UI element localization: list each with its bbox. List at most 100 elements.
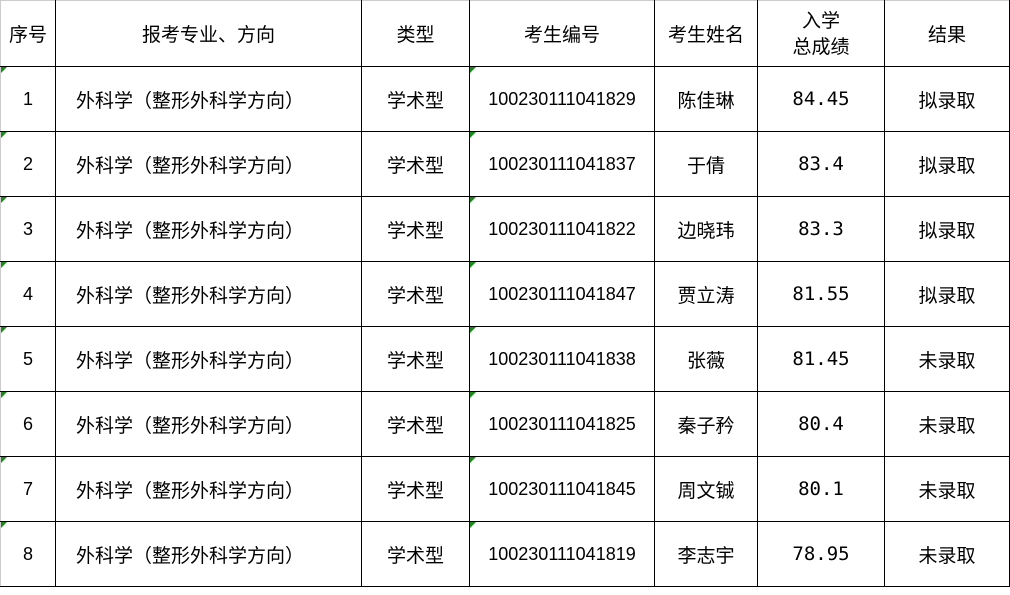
cell-index[interactable]: 4	[0, 261, 56, 327]
cell-result[interactable]: 未录取	[884, 456, 1010, 522]
cell-exam-id-text: 100230111041819	[488, 543, 636, 564]
number-as-text-marker-icon	[1, 522, 7, 528]
cell-exam-id-text: 100230111041829	[488, 88, 636, 109]
cell-name[interactable]: 秦子矜	[654, 391, 758, 457]
cell-major[interactable]: 外科学（整形外科学方向）	[55, 326, 362, 392]
cell-name-text: 贾立涛	[677, 284, 735, 307]
cell-score[interactable]: 80.4	[757, 391, 885, 457]
cell-result-text: 拟录取	[918, 219, 976, 242]
cell-score[interactable]: 80.1	[757, 456, 885, 522]
number-as-text-marker-icon	[470, 457, 476, 463]
cell-type[interactable]: 学术型	[361, 196, 470, 262]
cell-major-text: 外科学（整形外科学方向）	[76, 349, 305, 372]
cell-type[interactable]: 学术型	[361, 261, 470, 327]
table-row: 2 外科学（整形外科学方向） 学术型 100230111041837 于倩 83.4 拟录取	[0, 131, 1010, 197]
cell-type-text: 学术型	[386, 219, 444, 242]
cell-exam-id-text: 100230111041825	[488, 413, 636, 434]
cell-result[interactable]: 拟录取	[884, 261, 1010, 327]
cell-exam-id[interactable]: 100230111041829	[469, 66, 655, 132]
cell-name-text: 张薇	[686, 349, 725, 372]
cell-major[interactable]: 外科学（整形外科学方向）	[55, 391, 362, 457]
cell-name[interactable]: 周文铖	[654, 456, 758, 522]
header-index[interactable]: 序号	[0, 0, 56, 67]
cell-exam-id[interactable]: 100230111041845	[469, 456, 655, 522]
cell-exam-id[interactable]: 100230111041825	[469, 391, 655, 457]
cell-score-text: 78.95	[792, 543, 850, 565]
cell-result[interactable]: 拟录取	[884, 66, 1010, 132]
cell-score[interactable]: 81.55	[757, 261, 885, 327]
cell-type[interactable]: 学术型	[361, 131, 470, 197]
cell-result[interactable]: 拟录取	[884, 196, 1010, 262]
cell-name[interactable]: 李志宇	[654, 521, 758, 587]
cell-score[interactable]: 83.3	[757, 196, 885, 262]
cell-result-text: 拟录取	[918, 284, 976, 307]
cell-name-text: 秦子矜	[677, 414, 735, 437]
cell-index[interactable]: 2	[0, 131, 56, 197]
cell-result[interactable]: 未录取	[884, 391, 1010, 457]
number-as-text-marker-icon	[470, 197, 476, 203]
header-name[interactable]: 考生姓名	[654, 0, 758, 67]
cell-score[interactable]: 84.45	[757, 66, 885, 132]
cell-index-text: 6	[22, 413, 33, 434]
cell-result[interactable]: 未录取	[884, 521, 1010, 587]
cell-index[interactable]: 3	[0, 196, 56, 262]
cell-exam-id[interactable]: 100230111041847	[469, 261, 655, 327]
cell-name[interactable]: 陈佳琳	[654, 66, 758, 132]
cell-result-text: 未录取	[918, 349, 976, 372]
cell-type-text: 学术型	[386, 284, 444, 307]
cell-type[interactable]: 学术型	[361, 326, 470, 392]
number-as-text-marker-icon	[1, 197, 7, 203]
cell-type[interactable]: 学术型	[361, 456, 470, 522]
cell-major[interactable]: 外科学（整形外科学方向）	[55, 131, 362, 197]
number-as-text-marker-icon	[470, 262, 476, 268]
header-major[interactable]: 报考专业、方向	[55, 0, 362, 67]
cell-name-text: 周文铖	[677, 479, 735, 502]
cell-major[interactable]: 外科学（整形外科学方向）	[55, 196, 362, 262]
cell-result[interactable]: 拟录取	[884, 131, 1010, 197]
cell-exam-id[interactable]: 100230111041822	[469, 196, 655, 262]
cell-major-text: 外科学（整形外科学方向）	[76, 414, 305, 437]
cell-exam-id[interactable]: 100230111041819	[469, 521, 655, 587]
cell-name[interactable]: 边晓玮	[654, 196, 758, 262]
cell-result-text: 未录取	[918, 479, 976, 502]
header-type[interactable]: 类型	[361, 0, 470, 67]
cell-score-text: 80.1	[798, 478, 844, 500]
cell-type-text: 学术型	[386, 349, 444, 372]
number-as-text-marker-icon	[470, 392, 476, 398]
header-score[interactable]: 入学 总成绩	[757, 0, 885, 67]
cell-exam-id[interactable]: 100230111041838	[469, 326, 655, 392]
cell-major[interactable]: 外科学（整形外科学方向）	[55, 456, 362, 522]
cell-name[interactable]: 贾立涛	[654, 261, 758, 327]
table-row: 3 外科学（整形外科学方向） 学术型 100230111041822 边晓玮 83.3 拟录…	[0, 196, 1010, 262]
cell-score-text: 81.55	[792, 283, 850, 305]
cell-index[interactable]: 7	[0, 456, 56, 522]
cell-score[interactable]: 78.95	[757, 521, 885, 587]
cell-score[interactable]: 81.45	[757, 326, 885, 392]
cell-name[interactable]: 于倩	[654, 131, 758, 197]
cell-result[interactable]: 未录取	[884, 326, 1010, 392]
cell-exam-id[interactable]: 100230111041837	[469, 131, 655, 197]
cell-score[interactable]: 83.4	[757, 131, 885, 197]
cell-major[interactable]: 外科学（整形外科学方向）	[55, 261, 362, 327]
cell-index[interactable]: 8	[0, 521, 56, 587]
cell-name[interactable]: 张薇	[654, 326, 758, 392]
cell-index[interactable]: 5	[0, 326, 56, 392]
table-row: 4 外科学（整形外科学方向） 学术型 100230111041847 贾立涛 81.55 拟…	[0, 261, 1010, 327]
cell-major[interactable]: 外科学（整形外科学方向）	[55, 66, 362, 132]
cell-index[interactable]: 1	[0, 66, 56, 132]
table-row: 5 外科学（整形外科学方向） 学术型 100230111041838 张薇 81.45 未录…	[0, 326, 1010, 392]
cell-exam-id-text: 100230111041847	[488, 283, 636, 304]
number-as-text-marker-icon	[470, 522, 476, 528]
cell-type[interactable]: 学术型	[361, 66, 470, 132]
cell-index[interactable]: 6	[0, 391, 56, 457]
header-result[interactable]: 结果	[884, 0, 1010, 67]
cell-type-text: 学术型	[386, 479, 444, 502]
number-as-text-marker-icon	[470, 327, 476, 333]
cell-score-text: 84.45	[792, 88, 850, 110]
cell-name-text: 边晓玮	[677, 219, 735, 242]
cell-type[interactable]: 学术型	[361, 521, 470, 587]
cell-type[interactable]: 学术型	[361, 391, 470, 457]
cell-major[interactable]: 外科学（整形外科学方向）	[55, 521, 362, 587]
header-exam-id[interactable]: 考生编号	[469, 0, 655, 67]
